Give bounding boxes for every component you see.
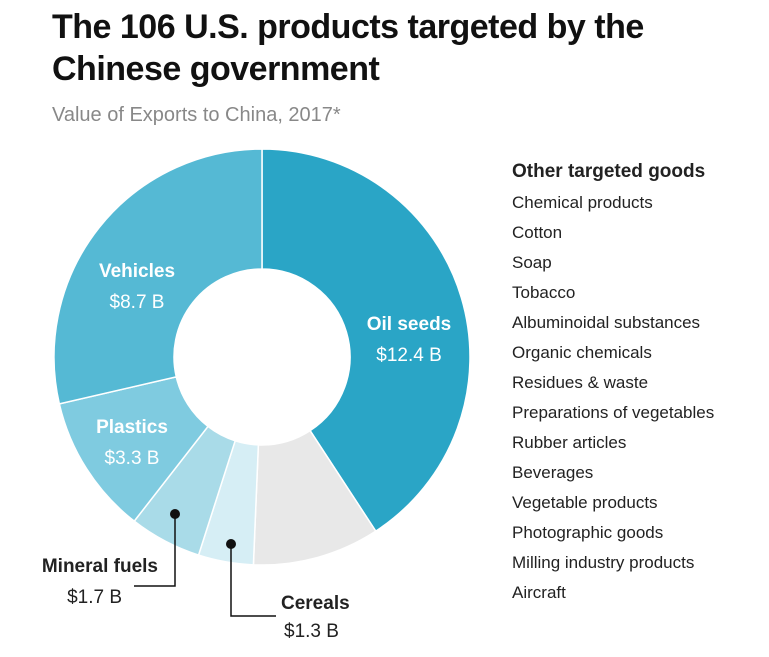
value-cereals: $1.3 B [284, 621, 339, 642]
other-goods-item: Soap [512, 253, 552, 272]
label-mineral-fuels: Mineral fuels [42, 556, 158, 577]
other-goods-item: Organic chemicals [512, 343, 652, 362]
other-goods-list: Other targeted goods Chemical products Co… [512, 158, 762, 608]
other-goods-item: Chemical products [512, 193, 653, 212]
chart-title: The 106 U.S. products targeted by the Ch… [52, 8, 644, 88]
other-goods-item: Preparations of vegetables [512, 403, 715, 422]
value-plastics: $3.3 B [105, 448, 160, 469]
mineral-fuels-leader-line [134, 514, 176, 587]
other-goods-item: Vegetable products [512, 493, 658, 512]
label-vehicles: Vehicles [99, 261, 175, 282]
value-vehicles: $8.7 B [110, 292, 165, 313]
other-goods-item: Rubber articles [512, 433, 627, 452]
label-group: Oil seeds $12.4 B Plastics $3.3 B Vehicles $8… [42, 261, 451, 642]
other-goods-item: Tobacco [512, 283, 576, 302]
slice-group [53, 148, 471, 566]
value-oil-seeds: $12.4 B [376, 345, 442, 366]
value-mineral-fuels: $1.7 B [67, 587, 122, 608]
label-cereals: Cereals [281, 593, 350, 614]
other-goods-title: Other targeted goods [512, 161, 706, 182]
other-goods-item: Residues & waste [512, 373, 649, 392]
other-goods-item: Aircraft [512, 583, 566, 602]
other-goods-item: Photographic goods [512, 523, 664, 542]
slice-vehicles [53, 148, 263, 405]
label-oil-seeds: Oil seeds [367, 314, 452, 335]
label-plastics: Plastics [96, 417, 168, 438]
other-goods-item: Beverages [512, 463, 594, 482]
other-goods-item: Albuminoidal substances [512, 313, 701, 332]
other-goods-items: Chemical products Cotton Soap Tobacco Albumi… [512, 188, 762, 608]
cereals-leader-line [230, 544, 276, 617]
other-goods-item: Cotton [512, 223, 563, 242]
other-goods-item: Milling industry products [512, 553, 695, 572]
chart-subtitle: Value of Exports to China, 2017* [52, 104, 341, 126]
